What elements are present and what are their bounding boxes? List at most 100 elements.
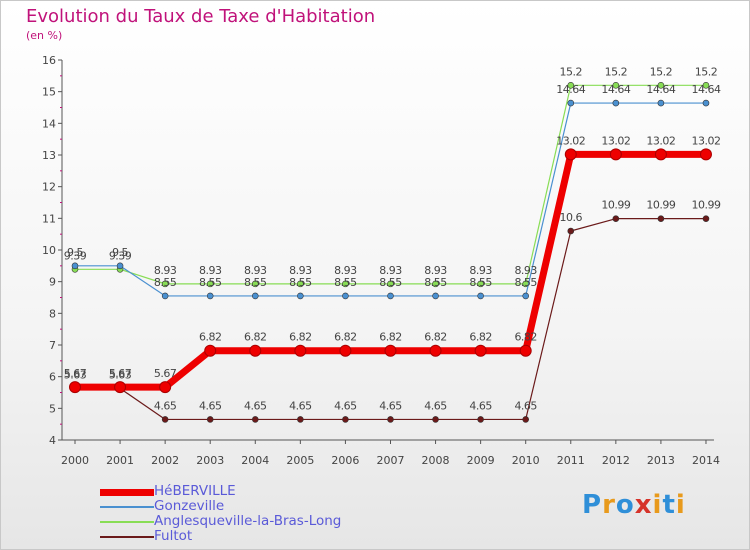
data-label: 15.2 (695, 65, 718, 78)
data-point (69, 381, 81, 394)
data-label: 9.5 (112, 246, 128, 259)
x-tick-label: 2000 (61, 454, 89, 467)
data-point (297, 292, 304, 300)
data-label: 9.39 (109, 249, 132, 262)
data-point (251, 416, 259, 423)
x-tick-label: 2003 (196, 454, 224, 467)
y-tick-label: 15 (42, 86, 56, 99)
data-point (159, 381, 172, 394)
x-tick-label: 2008 (422, 454, 450, 467)
y-tick-label: 7 (49, 339, 56, 352)
data-point (387, 416, 394, 423)
data-label: 8.93 (379, 264, 402, 277)
logo-letter: r (602, 490, 616, 520)
data-label: 10.99 (691, 199, 720, 212)
legend-swatch (100, 488, 154, 496)
data-label: 5.67 (154, 367, 177, 380)
data-point (432, 416, 439, 423)
data-point (71, 262, 79, 270)
data-point (342, 292, 349, 300)
logo-letter: P (582, 490, 603, 520)
data-point (657, 99, 665, 107)
data-label: 10.6 (560, 211, 583, 224)
data-label: 4.65 (424, 399, 447, 412)
logo-letter: i (652, 490, 663, 520)
data-point (297, 280, 304, 288)
data-label: 10.99 (646, 199, 675, 212)
data-label: 8.93 (334, 264, 357, 277)
legend-item: HéBERVILLE (100, 483, 420, 499)
legend-swatch (100, 506, 154, 508)
data-label: 8.55 (289, 276, 312, 289)
y-tick-label: 8 (49, 307, 56, 320)
chart-subtitle: (en %) (26, 29, 63, 42)
data-label: 8.55 (199, 276, 222, 289)
data-label: 13.02 (691, 134, 720, 147)
data-label: 5.67 (109, 367, 132, 380)
x-tick-label: 2004 (241, 454, 269, 467)
data-point (342, 280, 349, 288)
y-tick-label: 5 (49, 402, 56, 415)
data-label: 4.65 (469, 399, 492, 412)
data-label: 6.82 (334, 331, 357, 344)
data-point (654, 148, 667, 161)
data-point (699, 148, 712, 161)
data-label: 4.65 (334, 399, 357, 412)
logo-letter: x (634, 490, 653, 520)
data-label: 4.65 (379, 399, 402, 412)
legend-label: Gonzeville (154, 498, 225, 514)
data-point (522, 292, 530, 300)
proxiti-logo: Proxiti (582, 490, 686, 520)
data-point (702, 99, 710, 107)
y-tick-label: 14 (42, 117, 56, 130)
data-point (251, 292, 259, 300)
data-point (116, 262, 124, 270)
data-label: 8.93 (424, 264, 447, 277)
data-point (657, 82, 665, 89)
data-point (384, 344, 397, 357)
logo-letter: o (615, 490, 635, 520)
data-label: 8.93 (154, 264, 177, 277)
data-point (161, 292, 169, 300)
data-point (702, 215, 710, 222)
data-label: 8.55 (424, 276, 447, 289)
data-point (477, 292, 484, 300)
data-point (564, 148, 577, 161)
data-label: 6.82 (244, 331, 267, 344)
data-label: 5.67 (64, 367, 87, 380)
data-label: 15.2 (650, 65, 673, 78)
data-point (161, 280, 169, 288)
y-tick-label: 11 (42, 212, 56, 225)
logo-letter: t (662, 490, 676, 520)
data-label: 15.2 (560, 65, 583, 78)
data-point (387, 292, 394, 300)
data-label: 15.2 (605, 65, 628, 78)
data-point (387, 280, 394, 288)
x-tick-label: 2014 (692, 454, 720, 467)
x-tick-label: 2001 (106, 454, 134, 467)
data-label: 4.65 (154, 399, 177, 412)
data-label: 13.02 (646, 134, 675, 147)
y-tick-label: 9 (49, 276, 56, 289)
data-label: 8.55 (379, 276, 402, 289)
data-point (522, 416, 530, 423)
data-label: 6.82 (379, 331, 402, 344)
legend-swatch (100, 521, 154, 523)
data-point (612, 99, 620, 107)
data-point (161, 416, 169, 423)
data-point (567, 227, 575, 235)
x-tick-label: 2013 (647, 454, 675, 467)
data-label: 14.64 (556, 83, 585, 96)
data-point (204, 344, 217, 357)
data-label: 8.55 (469, 276, 492, 289)
data-point (567, 82, 575, 89)
data-label: 8.55 (244, 276, 267, 289)
data-label: 4.65 (244, 399, 267, 412)
data-point (429, 344, 442, 357)
data-label: 8.93 (244, 264, 267, 277)
x-tick-label: 2010 (512, 454, 540, 467)
legend-item: Fultot (100, 528, 420, 544)
legend-label: Fultot (154, 528, 193, 544)
y-tick-label: 10 (42, 244, 56, 257)
